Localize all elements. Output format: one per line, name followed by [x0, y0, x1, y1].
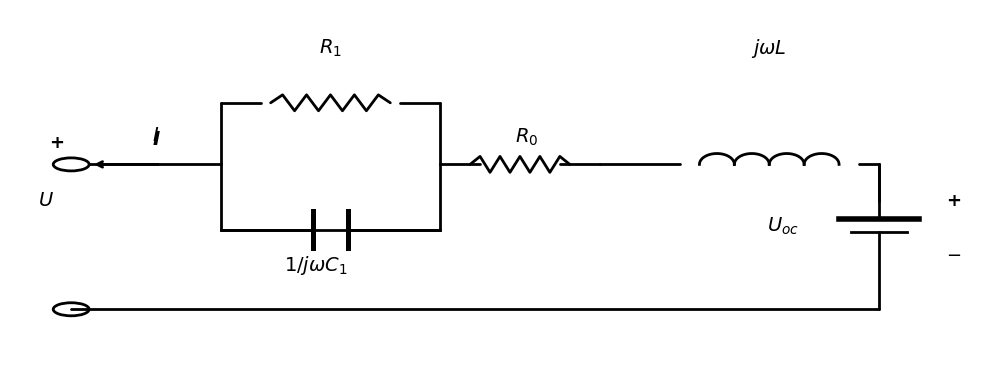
Text: +: + — [49, 134, 64, 151]
Text: $-$: $-$ — [946, 245, 961, 263]
Text: $1/j\omega C_1$: $1/j\omega C_1$ — [284, 254, 347, 277]
Text: $j\omega L$: $j\omega L$ — [751, 37, 787, 60]
Text: $I$: $I$ — [152, 126, 160, 145]
Text: $R_1$: $R_1$ — [319, 38, 342, 59]
Text: I: I — [152, 130, 160, 149]
Text: $U_{oc}$: $U_{oc}$ — [767, 215, 799, 237]
Text: $U$: $U$ — [38, 191, 54, 210]
Text: $R_0$: $R_0$ — [515, 127, 538, 148]
Text: +: + — [946, 192, 961, 210]
